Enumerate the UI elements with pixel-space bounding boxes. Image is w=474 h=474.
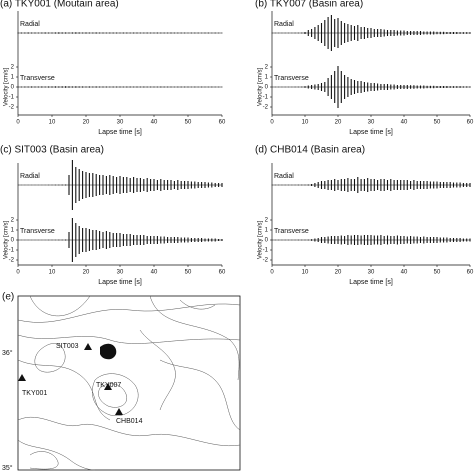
- x-tick-label: 30: [368, 270, 375, 276]
- x-axis-label: Lapse time [s]: [98, 129, 142, 136]
- y-tick-label: 1: [265, 228, 269, 234]
- x-axis-label: Lapse time [s]: [98, 279, 142, 286]
- x-tick-label: 40: [151, 120, 158, 126]
- x-tick-label: 40: [401, 120, 408, 126]
- x-tick-label: 60: [219, 270, 226, 276]
- x-tick-label: 50: [185, 270, 192, 276]
- x-tick-label: 40: [151, 270, 158, 276]
- x-tick-label: 50: [434, 120, 441, 126]
- y-tick-label: 2: [11, 65, 15, 71]
- basin-mark: [100, 343, 117, 360]
- series-label: Transverse: [274, 75, 309, 82]
- y-tick-label: 1: [11, 228, 15, 234]
- station-marker: [115, 408, 123, 415]
- y-axis-label: Velocity [cm/s]: [258, 67, 264, 106]
- series-label: Radial: [274, 173, 294, 180]
- x-tick-label: 20: [335, 120, 342, 126]
- station-label: SIT003: [56, 343, 79, 350]
- y-tick-label: 2: [265, 65, 269, 71]
- x-tick-label: 30: [117, 270, 124, 276]
- series-label: Transverse: [20, 228, 55, 235]
- station-label: TKY001: [22, 390, 47, 397]
- x-tick-label: 10: [302, 120, 309, 126]
- x-tick-label: 60: [219, 120, 226, 126]
- lat-label: 35°: [2, 464, 13, 472]
- chart-title: (c) SIT003 (Basin area): [0, 145, 104, 156]
- series-label: Radial: [274, 21, 294, 28]
- y-tick-label: -2: [9, 258, 15, 264]
- x-tick-label: 30: [368, 120, 375, 126]
- x-tick-label: 0: [270, 270, 274, 276]
- y-tick-label: -2: [263, 105, 269, 111]
- station-label: CHB014: [116, 418, 143, 425]
- x-tick-label: 30: [117, 120, 124, 126]
- y-axis-label: Velocity [cm/s]: [4, 67, 10, 106]
- y-tick-label: -1: [9, 248, 15, 254]
- y-tick-label: -2: [9, 105, 15, 111]
- station-marker: [84, 343, 92, 350]
- series-label: Transverse: [20, 75, 55, 82]
- x-tick-label: 10: [49, 120, 56, 126]
- x-tick-label: 40: [401, 270, 408, 276]
- chart-title: (b) TKY007 (Basin area): [255, 0, 363, 10]
- x-tick-label: 60: [467, 270, 474, 276]
- map-frame: [17, 295, 241, 471]
- y-tick-label: 0: [11, 85, 15, 91]
- x-axis-label: Lapse time [s]: [349, 129, 393, 136]
- x-tick-label: 50: [185, 120, 192, 126]
- x-tick-label: 20: [83, 120, 90, 126]
- x-tick-label: 0: [270, 120, 274, 126]
- x-tick-label: 10: [49, 270, 56, 276]
- x-tick-label: 0: [16, 120, 20, 126]
- y-tick-label: 1: [265, 75, 269, 81]
- contours: [17, 295, 241, 471]
- x-axis-label: Lapse time [s]: [349, 279, 393, 286]
- x-tick-label: 50: [434, 270, 441, 276]
- x-tick-label: 0: [16, 270, 20, 276]
- chart-title: (a) TKY001 (Moutain area): [0, 0, 119, 10]
- map-panel: (e) 36° 35° SIT003 TKY007 TKY001 CHB01: [2, 292, 241, 472]
- y-tick-label: 0: [265, 238, 269, 244]
- series-label: Transverse: [274, 228, 309, 235]
- y-tick-label: -1: [263, 248, 269, 254]
- y-tick-label: -2: [263, 258, 269, 264]
- series-label: Radial: [20, 173, 40, 180]
- x-tick-label: 20: [335, 270, 342, 276]
- y-tick-label: 1: [11, 75, 15, 81]
- y-tick-label: 2: [265, 218, 269, 224]
- y-tick-label: 0: [11, 238, 15, 244]
- y-tick-label: -1: [9, 95, 15, 101]
- lat-label: 36°: [2, 349, 13, 357]
- station-marker: [104, 383, 112, 390]
- y-tick-label: 2: [11, 218, 15, 224]
- x-tick-label: 60: [467, 120, 474, 126]
- x-tick-label: 10: [302, 270, 309, 276]
- station-label: TKY007: [96, 382, 121, 389]
- y-tick-label: -1: [263, 95, 269, 101]
- series-label: Radial: [20, 21, 40, 28]
- station-marker: [18, 374, 26, 381]
- y-tick-label: 0: [265, 85, 269, 91]
- map-label: (e): [2, 292, 14, 303]
- y-axis-label: Velocity [cm/s]: [4, 220, 10, 259]
- x-tick-label: 20: [83, 270, 90, 276]
- chart-title: (d) CHB014 (Basin area): [255, 145, 365, 156]
- y-axis-label: Velocity [cm/s]: [258, 220, 264, 259]
